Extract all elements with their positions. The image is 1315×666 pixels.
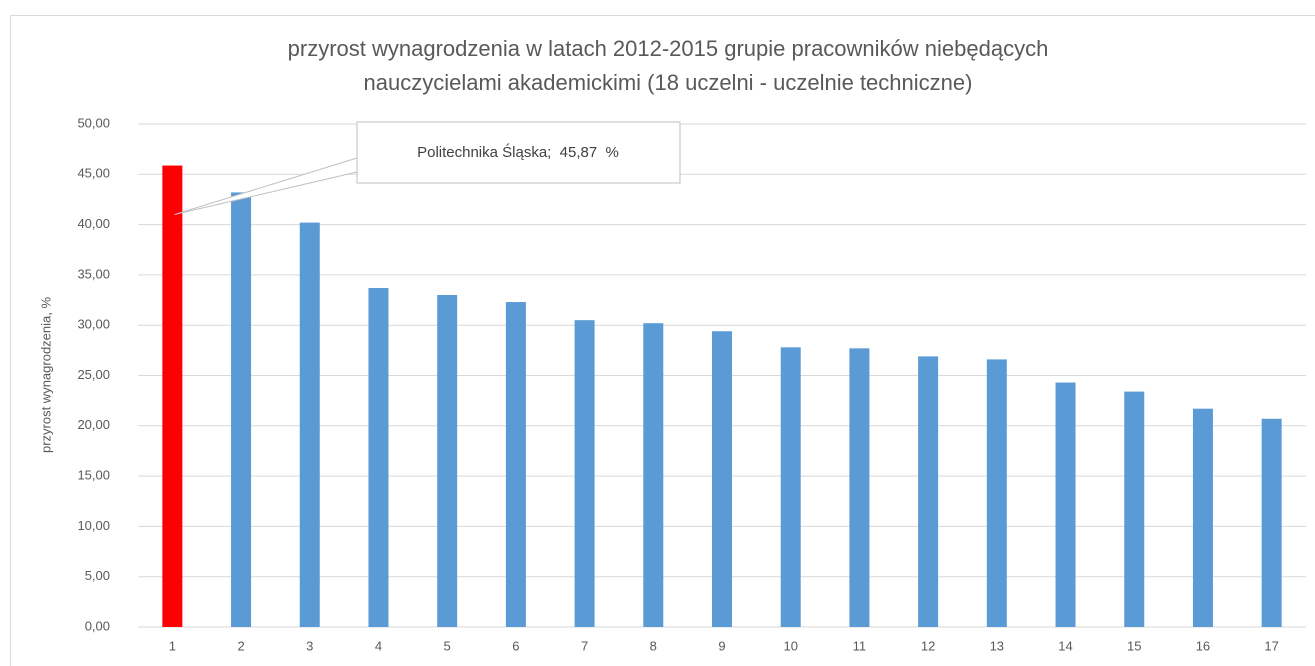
x-tick-label: 9 (718, 638, 725, 653)
bar (1055, 382, 1076, 627)
x-tick-label: 3 (306, 638, 313, 653)
x-tick-label: 4 (375, 638, 382, 653)
bar (574, 320, 595, 627)
y-tick-label: 20,00 (77, 417, 110, 432)
y-tick-label: 25,00 (77, 367, 110, 382)
x-tick-label: 10 (783, 638, 797, 653)
x-tick-label: 1 (169, 638, 176, 653)
y-tick-label: 35,00 (77, 266, 110, 281)
x-tick-label: 7 (581, 638, 588, 653)
chart-title: nauczycielami akademickimi (18 uczelni -… (364, 70, 973, 95)
x-tick-label: 2 (237, 638, 244, 653)
bar (1192, 408, 1213, 627)
y-tick-label: 40,00 (77, 216, 110, 231)
bar (643, 323, 664, 627)
y-tick-label: 50,00 (77, 115, 110, 130)
bar (986, 359, 1007, 627)
y-tick-label: 5,00 (85, 568, 110, 583)
x-tick-label: 6 (512, 638, 519, 653)
bar (299, 222, 320, 627)
x-tick-label: 12 (921, 638, 935, 653)
chart-title: przyrost wynagrodzenia w latach 2012-201… (288, 36, 1049, 61)
bar (780, 347, 801, 627)
bar (437, 295, 458, 627)
bar (712, 331, 732, 627)
bar (505, 302, 526, 627)
y-axis-label: przyrost wynagrodzenia, % (38, 297, 53, 454)
bar (849, 348, 870, 627)
y-tick-label: 45,00 (77, 166, 110, 181)
data-label: Politechnika Śląska; 45,87 % (417, 143, 619, 161)
bar (231, 192, 252, 627)
x-tick-label: 15 (1127, 638, 1141, 653)
x-tick-label: 13 (990, 638, 1004, 653)
y-tick-label: 10,00 (77, 518, 110, 533)
y-tick-label: 0,00 (85, 618, 110, 633)
x-tick-label: 8 (650, 638, 657, 653)
y-tick-label: 30,00 (77, 317, 110, 332)
callout-leader (174, 157, 358, 216)
x-tick-label: 5 (444, 638, 451, 653)
x-tick-label: 17 (1264, 638, 1278, 653)
bar (918, 356, 939, 627)
bar (162, 165, 183, 628)
bar (1124, 391, 1145, 627)
x-tick-label: 14 (1058, 638, 1072, 653)
bar (1261, 418, 1282, 627)
x-tick-label: 16 (1196, 638, 1210, 653)
y-tick-label: 15,00 (77, 468, 110, 483)
callout-box (356, 121, 681, 184)
x-tick-label: 11 (853, 638, 867, 653)
bar (368, 287, 389, 627)
